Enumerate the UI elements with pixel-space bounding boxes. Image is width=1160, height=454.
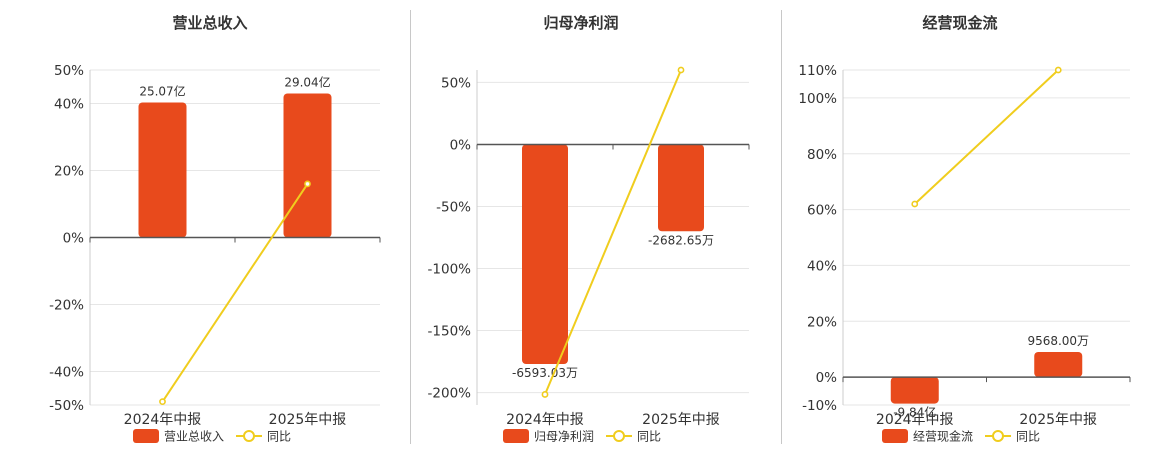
y-tick-label: -100% [428,262,472,278]
chart-net-profit: 归母净利润 50% 0% -50% -100% -150% -200% -6593.03万 -2… [428,14,750,444]
y-tick-label: 50% [54,63,84,79]
legend-line-label: 同比 [637,430,661,444]
bar [890,377,939,404]
y-tick-label: -50% [436,199,471,215]
panel-divider [781,10,782,444]
bar [283,93,332,238]
legend-bar-label: 营业总收入 [164,430,224,444]
panel-divider [410,10,411,444]
y-tick-label: -200% [428,386,472,402]
chart-title: 经营现金流 [922,14,997,32]
bar-data-label: -2682.65万 [648,233,714,247]
y-tick-label: 100% [798,91,837,107]
yoy-point [911,200,919,208]
legend-bar-swatch [133,429,159,443]
legend-bar-swatch [503,429,529,443]
legend-line-marker [243,430,255,442]
bar [658,144,704,232]
yoy-line [544,69,682,395]
yoy-point [304,180,311,188]
x-tick-label: 2024年中报 [506,412,584,428]
bar-data-label: 25.07亿 [139,83,185,98]
bar [138,102,187,238]
yoy-line [914,69,1059,205]
x-tick-label: 2025年中报 [642,412,720,428]
bar-data-label: -6593.03万 [512,366,578,380]
chart-cashflow: 经营现金流 110% 100% 80% 60% 40% 20% 0% -10% -9.84亿 956… [798,14,1131,444]
y-tick-label: 40% [807,258,837,274]
legend-line-label: 同比 [1016,430,1040,444]
y-tick-label: -40% [49,365,84,381]
chart-title: 归母净利润 [543,14,618,32]
y-tick-label: 0% [450,137,472,153]
y-tick-label: 0% [63,231,85,247]
y-tick-label: 0% [816,370,838,386]
legend-line-marker [613,430,625,442]
legend-line-marker [992,430,1004,442]
x-tick-label: 2025年中报 [1019,412,1097,428]
y-tick-label: 20% [54,164,84,180]
y-tick-label: 50% [441,75,471,91]
bar-data-label: 29.04亿 [284,74,330,89]
yoy-point [159,398,166,406]
legend-line-label: 同比 [267,430,291,444]
bar [1034,351,1083,378]
legend-bar-label: 归母净利润 [534,430,594,444]
chart-panel-cashflow: 经营现金流 110% 100% 80% 60% 40% 20% 0% -10% -9.84亿 956… [782,0,1160,450]
y-tick-label: -50% [49,398,84,414]
y-tick-label: 80% [807,147,837,163]
legend-bar-label: 经营现金流 [913,429,973,444]
x-tick-label: 2025年中报 [269,412,347,428]
y-tick-label: 60% [807,203,837,219]
x-tick-label: 2024年中报 [124,412,202,428]
chart-panel-revenue: 营业总收入 50% 40% 20% 0% -20% -40% -50% 25.07亿 29.04亿… [0,0,410,450]
y-tick-label: -20% [49,298,84,314]
bar-data-label: 9568.00万 [1027,334,1089,348]
yoy-point [677,66,685,74]
yoy-point [1054,66,1062,74]
yoy-line [161,183,309,403]
legend-bar-swatch [882,429,908,443]
y-tick-label: 110% [798,63,837,79]
x-tick-label: 2024年中报 [876,412,954,428]
chart-revenue: 营业总收入 50% 40% 20% 0% -20% -40% -50% 25.07亿 29.04亿… [49,14,381,444]
y-tick-label: 40% [54,97,84,113]
y-tick-label: -10% [802,398,837,414]
chart-title: 营业总收入 [172,14,247,32]
bar-data-label: -9.84亿 [893,405,936,420]
y-tick-label: 20% [807,314,837,330]
yoy-point [541,391,549,398]
chart-panel-net-profit: 归母净利润 50% 0% -50% -100% -150% -200% -6593.03万 -2… [411,0,781,450]
y-tick-label: -150% [428,324,472,340]
bar [522,144,568,365]
